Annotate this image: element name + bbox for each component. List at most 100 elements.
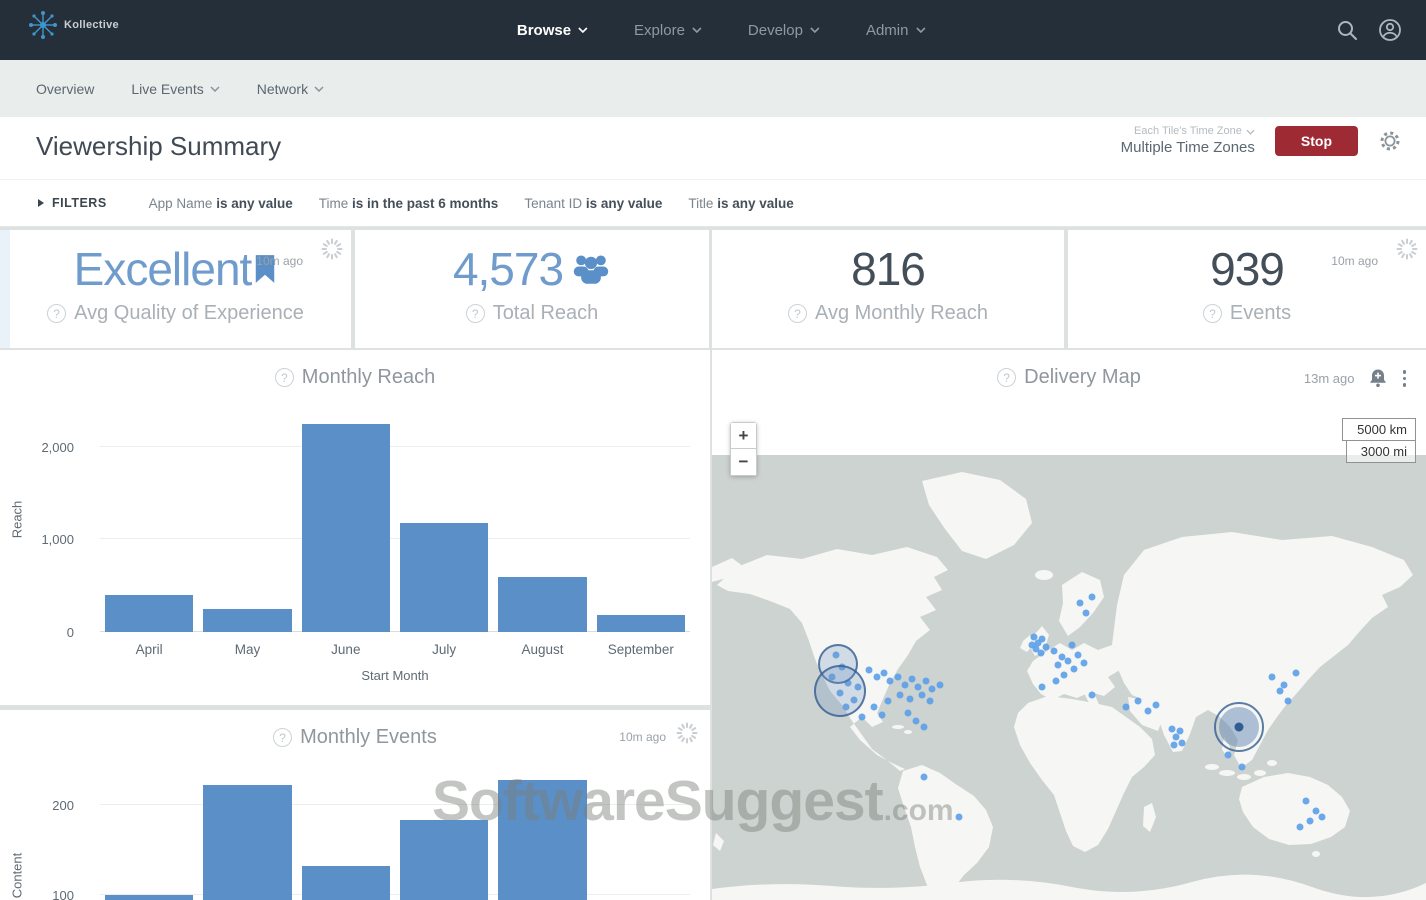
delivery-point [1074, 651, 1082, 659]
help-icon[interactable]: ? [47, 304, 67, 323]
zoom-in-button[interactable]: + [730, 422, 757, 449]
delivery-point [1032, 645, 1040, 653]
delivery-point [1170, 741, 1178, 749]
filter-tenant-id[interactable]: Tenant ID is any value [524, 195, 663, 211]
subnav-network[interactable]: Network [257, 81, 324, 97]
bar [596, 615, 686, 632]
delivery-point [906, 695, 914, 703]
filters-toggle[interactable]: FILTERS [38, 196, 107, 210]
delivery-point [870, 703, 878, 711]
menu-browse[interactable]: Browse [517, 22, 588, 39]
delivery-point [922, 677, 930, 685]
people-icon [573, 255, 609, 284]
delivery-point [1176, 727, 1184, 735]
delivery-point [1122, 703, 1130, 711]
kpi-label-row: ? Total Reach [355, 302, 709, 325]
filter-title[interactable]: Title is any value [688, 195, 794, 211]
x-axis-labels: April May June July August September [100, 642, 690, 657]
menu-develop[interactable]: Develop [748, 22, 820, 39]
zoom-out-button[interactable]: − [730, 449, 757, 476]
help-icon[interactable]: ? [274, 368, 294, 387]
bar [498, 577, 587, 632]
main-menus: Browse Explore Develop Admin [517, 22, 926, 39]
delivery-point [955, 813, 963, 821]
delivery-point [1037, 649, 1045, 657]
chevron-down-icon [692, 27, 702, 33]
y-tick-label: 100 [52, 888, 74, 900]
gear-icon[interactable] [1378, 129, 1402, 153]
bar [498, 779, 587, 900]
world-map[interactable] [712, 455, 1426, 900]
y-tick-label: 200 [52, 797, 74, 813]
delivery-point [1068, 641, 1076, 649]
gridline [100, 631, 690, 632]
filter-bar: FILTERS App Name is any value Time is in… [0, 180, 1426, 227]
chevron-down-icon [578, 27, 588, 33]
chart-title-row: ? Monthly Events [0, 726, 710, 749]
help-icon[interactable]: ? [997, 368, 1017, 387]
delivery-point [1064, 657, 1072, 665]
logo-burst-icon [29, 11, 57, 39]
bar [104, 895, 194, 900]
chevron-down-icon [810, 27, 820, 33]
delivery-point [1134, 697, 1142, 705]
account-icon[interactable] [1378, 18, 1402, 42]
kpi-tile-avg-quality: Excellent 10m ago ? Avg Quality of Ex [0, 230, 351, 348]
kpi-label-row: ? Events [1068, 302, 1426, 325]
menu-explore[interactable]: Explore [634, 22, 702, 39]
delivery-point [858, 713, 866, 721]
delivery-point [1238, 763, 1246, 771]
chevron-down-icon [1246, 129, 1255, 135]
timezone-value: Multiple Time Zones [1120, 138, 1255, 156]
bar [399, 820, 489, 900]
top-nav: Kollective Browse Explore Develop Admin [0, 0, 1426, 60]
kpi-tile-total-reach: 4,573 ? Total Reach [355, 230, 709, 348]
timezone-selector[interactable]: Each Tile's Time Zone Multiple Time Zone… [1120, 125, 1255, 156]
x-tick-label: August [521, 642, 564, 657]
help-icon[interactable]: ? [1202, 304, 1222, 323]
filter-time[interactable]: Time is in the past 6 months [318, 195, 499, 211]
plot-area [100, 765, 690, 900]
delivery-point [1054, 661, 1062, 669]
bar [301, 423, 391, 632]
stop-button[interactable]: Stop [1274, 126, 1358, 157]
delivery-point [1052, 677, 1060, 685]
nav-icons [1336, 18, 1402, 42]
delivery-point [1268, 673, 1276, 681]
page-title: Viewership Summary [36, 131, 282, 161]
delivery-point [873, 673, 881, 681]
help-icon[interactable]: ? [787, 304, 807, 323]
delivery-point [1152, 701, 1160, 709]
help-icon[interactable]: ? [273, 728, 293, 747]
menu-admin[interactable]: Admin [866, 22, 926, 39]
delivery-point [1280, 681, 1288, 689]
delivery-point [936, 681, 944, 689]
sub-nav: Overview Live Events Network [0, 60, 1426, 117]
delivery-point [1172, 733, 1180, 741]
kpi-tile-avg-monthly-reach: 816 ? Avg Monthly Reach [712, 230, 1064, 348]
delivery-point [1088, 593, 1096, 601]
kpi-value: Excellent [73, 243, 253, 295]
delivery-point [884, 697, 892, 705]
filter-app-name[interactable]: App Name is any value [148, 195, 293, 211]
map-zoom-control: + − [730, 422, 757, 476]
dashboard: Excellent 10m ago ? Avg Quality of Ex [0, 227, 1426, 900]
kpi-value: 816 [851, 243, 926, 295]
delivery-point [878, 711, 886, 719]
delivery-point [1080, 659, 1088, 667]
delivery-point [1034, 639, 1042, 647]
help-icon[interactable]: ? [465, 304, 485, 323]
subnav-overview[interactable]: Overview [36, 80, 95, 97]
delivery-point [928, 685, 936, 693]
delivery-point [1144, 707, 1152, 715]
x-tick-label: May [234, 642, 261, 657]
kollective-logo[interactable]: Kollective [28, 10, 119, 40]
tile-timestamp: 10m ago [256, 254, 303, 268]
kpi-label-row: ? Avg Quality of Experience [0, 302, 351, 325]
tile-menu-icon[interactable] [1401, 368, 1409, 389]
subnav-live-events[interactable]: Live Events [131, 81, 220, 97]
alert-bell-icon[interactable] [1369, 368, 1387, 388]
search-icon[interactable] [1336, 19, 1358, 41]
tile-timestamp: 13m ago [1303, 370, 1355, 386]
delivery-point [1030, 633, 1038, 641]
